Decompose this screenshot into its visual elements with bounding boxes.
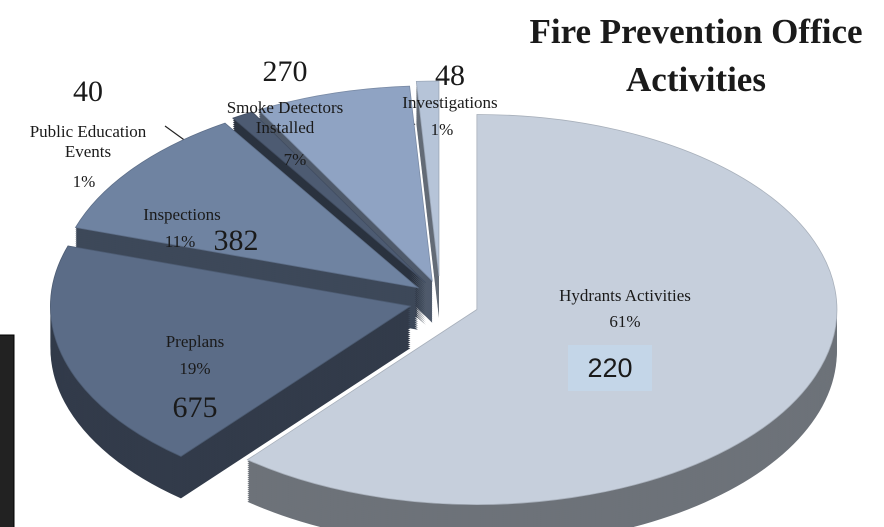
slice xyxy=(415,80,440,277)
slice xyxy=(257,85,433,282)
slice xyxy=(50,245,412,457)
count-label: 220 xyxy=(587,353,633,383)
slice xyxy=(232,111,427,284)
slice-label: Hydrants Activities xyxy=(559,286,691,305)
count-box xyxy=(568,345,652,391)
slice-label: Inspections xyxy=(143,205,221,224)
count-label: 270 xyxy=(262,55,308,88)
slice-group xyxy=(415,80,440,319)
count-label: 40 xyxy=(73,75,103,108)
percent-label: 1% xyxy=(72,172,96,191)
percent-label: 19% xyxy=(179,359,211,378)
slice-label: Preplans xyxy=(165,332,225,351)
percent-label: 7% xyxy=(283,150,307,169)
count-label: 675 xyxy=(172,391,218,424)
slice-group xyxy=(74,122,420,330)
slice-group xyxy=(246,114,838,527)
percent-label: 1% xyxy=(430,120,454,139)
slice xyxy=(74,122,420,289)
chart-title: Fire Prevention Office Activities xyxy=(529,12,863,99)
slice-label: Smoke Detectors Installed xyxy=(226,98,344,137)
slice xyxy=(246,114,838,505)
slice-label: Public Education Events xyxy=(29,122,147,161)
count-label: 48 xyxy=(435,59,465,92)
percent-label: 11% xyxy=(164,232,196,251)
frame-edge xyxy=(0,334,15,527)
count-label: 382 xyxy=(213,224,259,257)
percent-label: 61% xyxy=(609,312,641,331)
slice-label: Investigations xyxy=(402,93,498,112)
slice-group xyxy=(50,245,412,499)
